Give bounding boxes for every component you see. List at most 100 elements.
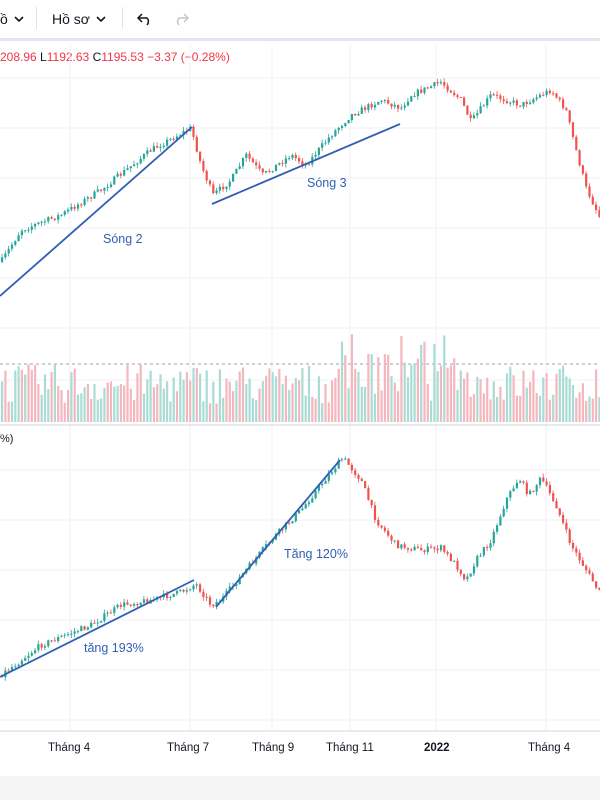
upper-candle [426, 87, 429, 89]
volume-bar [575, 397, 578, 422]
volume-bar [383, 354, 386, 422]
volume-bar [179, 371, 182, 422]
volume-bar [30, 369, 33, 422]
upper-candle [377, 101, 380, 105]
upper-candle [278, 162, 281, 165]
upper-price-candles [1, 78, 600, 264]
trendline-rise-120[interactable] [215, 459, 341, 608]
volume-bar [43, 374, 47, 422]
trendline-wave-3[interactable] [211, 123, 401, 205]
upper-candle [291, 155, 294, 159]
annotation-wave-2[interactable]: Sóng 2 [103, 232, 143, 246]
upper-candle [235, 168, 238, 174]
lower-candle [57, 636, 60, 642]
upper-candle [47, 217, 50, 222]
volume-bar [535, 393, 538, 422]
upper-candle [383, 100, 386, 102]
upper-candle [265, 170, 268, 173]
upper-candle [331, 136, 334, 138]
upper-candle [598, 210, 600, 217]
upper-candle [34, 223, 37, 227]
volume-bar [96, 399, 99, 422]
volume-bar [60, 390, 63, 422]
upper-candle [403, 105, 406, 108]
upper-candle [482, 105, 485, 107]
upper-candle [334, 130, 337, 137]
lower-candle [489, 543, 492, 548]
lower-candle [509, 491, 512, 498]
lower-candle [571, 542, 575, 549]
annotation-rise-193[interactable]: tăng 193% [84, 641, 144, 655]
upper-candle [294, 155, 297, 159]
lower-candle [208, 597, 212, 605]
volume-bar [380, 390, 383, 422]
volume-bars [1, 334, 600, 422]
upper-candle [568, 110, 571, 123]
upper-candle [397, 104, 400, 109]
lower-candle [50, 640, 53, 642]
undo-button[interactable] [136, 0, 154, 38]
volume-bar [14, 370, 17, 422]
lower-candle [63, 634, 66, 636]
lower-candle [357, 474, 360, 479]
annotation-wave-3[interactable]: Sóng 3 [307, 176, 347, 190]
upper-candle [166, 139, 169, 146]
lower-candle [393, 540, 396, 542]
upper-candle [50, 217, 53, 219]
volume-bar [406, 377, 410, 422]
volume-bar [492, 381, 495, 422]
volume-bar [232, 391, 235, 422]
lower-candle [265, 544, 268, 548]
volume-bar [241, 367, 245, 422]
lower-candle [377, 519, 380, 526]
upper-candle [463, 97, 466, 106]
lower-candle [83, 626, 86, 630]
profile-dropdown[interactable]: Hồ sơ [52, 0, 106, 38]
volume-bar [149, 370, 152, 422]
annotation-rise-120[interactable]: Tăng 120% [284, 547, 348, 561]
upper-candle [529, 102, 532, 105]
chart-canvas[interactable] [0, 41, 600, 776]
upper-candle [218, 186, 221, 191]
volume-bar [195, 368, 198, 422]
volume-bar [116, 385, 119, 422]
lower-candle [123, 602, 126, 607]
volume-bar [459, 370, 462, 422]
volume-bar [453, 358, 456, 422]
upper-candle [146, 150, 149, 155]
volume-bar [17, 366, 20, 422]
volume-bar [489, 399, 492, 422]
lower-candle [53, 640, 56, 642]
volume-bar [423, 341, 426, 422]
lower-candle [86, 627, 89, 630]
upper-candle [350, 113, 353, 121]
upper-candle [80, 204, 83, 206]
upper-candle [499, 95, 502, 100]
lower-candle [512, 488, 515, 492]
trendlines[interactable] [0, 123, 401, 678]
volume-bar [515, 395, 518, 422]
lower-candle [126, 602, 129, 605]
lower-candle [420, 548, 423, 551]
lower-candle [439, 545, 443, 551]
upper-candle [241, 157, 245, 167]
upper-candle [70, 206, 73, 210]
redo-button[interactable] [172, 0, 190, 38]
interval-dropdown[interactable]: ồ [0, 0, 24, 38]
volume-bar [552, 394, 555, 422]
trendline-rise-193[interactable] [0, 579, 195, 678]
x-axis-label: Tháng 9 [252, 742, 295, 754]
upper-candle [113, 176, 116, 185]
toolbar-divider [122, 7, 123, 29]
upper-candle [552, 93, 555, 95]
trendline-wave-2[interactable] [0, 126, 193, 297]
upper-candle [169, 138, 172, 140]
lower-candle [390, 535, 393, 541]
bottom-bar [0, 776, 600, 800]
upper-candle [571, 122, 575, 137]
lower-candle [416, 546, 419, 549]
volume-bar [542, 377, 545, 422]
volume-bar [311, 396, 314, 422]
volume-bar [34, 364, 37, 422]
volume-bar [466, 372, 469, 422]
